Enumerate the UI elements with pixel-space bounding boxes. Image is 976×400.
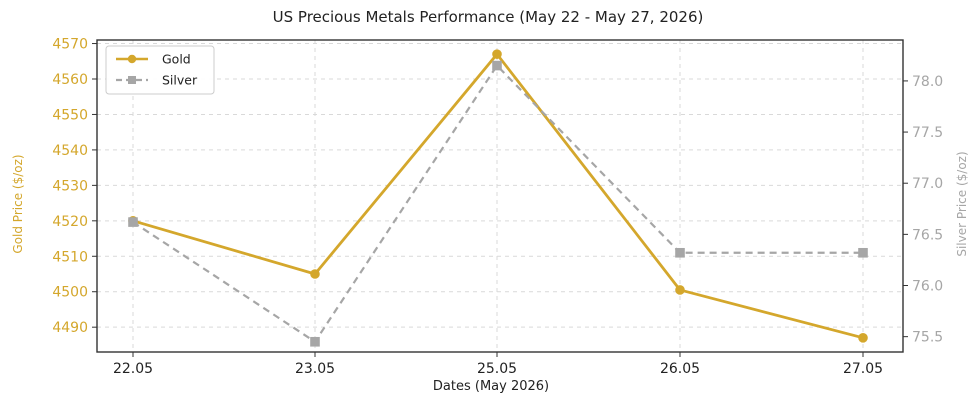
y-right-tick-label-3: 77.0 bbox=[912, 176, 943, 192]
y-right-axis-label: Silver Price ($/oz) bbox=[955, 151, 969, 256]
legend-gold-marker bbox=[127, 54, 137, 64]
legend-box bbox=[105, 45, 215, 95]
y-right-tick-label-5: 78.0 bbox=[912, 74, 943, 90]
silver-point-0 bbox=[128, 217, 138, 227]
y-left-tick-label-2: 4510 bbox=[52, 249, 88, 265]
x-tick-label-1: 23.05 bbox=[295, 361, 335, 377]
y-right-tick-label-1: 76.0 bbox=[912, 279, 943, 295]
silver-point-2 bbox=[492, 60, 502, 71]
gold-series-line bbox=[132, 52, 864, 340]
y-left-tick-label-8: 4570 bbox=[52, 37, 88, 53]
y-left-tick-label-1: 4500 bbox=[52, 285, 88, 301]
silver-point-1 bbox=[310, 336, 320, 347]
y-left-axis-label: Gold Price ($/oz) bbox=[11, 154, 25, 253]
grid bbox=[97, 40, 903, 352]
gold-point-1 bbox=[310, 269, 320, 279]
y-left-tick-label-4: 4530 bbox=[52, 178, 88, 194]
tick-labels: 4490 4500 4510 4520 4530 4540 4550 4560 4570 75.5… bbox=[52, 37, 943, 377]
y-left-tick-label-7: 4560 bbox=[52, 72, 88, 88]
y-left-tick-label-0: 4490 bbox=[52, 320, 88, 336]
y-left-tick-label-3: 4520 bbox=[52, 214, 88, 230]
silver-point-3 bbox=[675, 247, 685, 258]
gold-point-3 bbox=[675, 285, 685, 295]
chart-title: US Precious Metals Performance (May 22 -… bbox=[273, 8, 704, 26]
x-tick-label-3: 26.05 bbox=[660, 361, 700, 377]
plot-frame bbox=[96, 39, 904, 353]
series-layer bbox=[128, 49, 868, 347]
legend: Gold Silver bbox=[105, 45, 215, 95]
legend-silver-marker bbox=[128, 76, 136, 84]
silver-series-line bbox=[132, 64, 863, 343]
y-right-tick-label-2: 76.5 bbox=[912, 227, 943, 243]
y-right-tick-label-4: 77.5 bbox=[912, 125, 943, 141]
x-tick-label-2: 25.05 bbox=[477, 361, 517, 377]
y-right-tick-label-0: 75.5 bbox=[912, 330, 943, 346]
gold-point-4 bbox=[858, 333, 868, 343]
silver-point-4 bbox=[858, 247, 868, 258]
gold-point-2 bbox=[492, 49, 502, 59]
y-left-tick-label-5: 4540 bbox=[52, 143, 88, 159]
x-tick-label-0: 22.05 bbox=[113, 361, 153, 377]
legend-silver-label: Silver bbox=[162, 73, 198, 88]
x-tick-label-4: 27.05 bbox=[843, 361, 883, 377]
x-axis-label: Dates (May 2026) bbox=[433, 379, 549, 394]
legend-gold-label: Gold bbox=[162, 52, 191, 67]
y-left-tick-label-6: 4550 bbox=[52, 107, 88, 123]
